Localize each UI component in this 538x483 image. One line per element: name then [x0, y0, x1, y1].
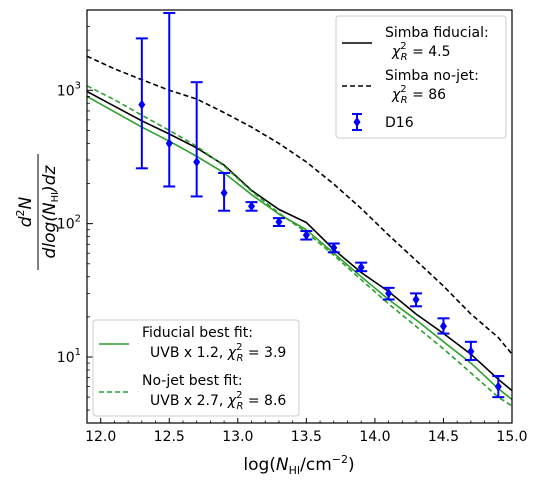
- y-tick-label: 103: [57, 80, 81, 99]
- d16-point: [410, 292, 423, 308]
- d16-point: [218, 171, 231, 212]
- x-tick-label: 15.0: [496, 429, 527, 445]
- d16-point: [245, 201, 258, 212]
- d16-point: [355, 261, 368, 273]
- x-tick-label: 13.0: [222, 429, 253, 445]
- plot-area: [87, 11, 512, 407]
- d16-marker: [439, 321, 447, 332]
- legend-fiducial-label: Simba fiducial:: [385, 25, 489, 41]
- legend-bottom: Fiducial best fit:UVB x 1.2, χ2 R = 3.9 No…: [92, 319, 300, 417]
- x-tick-label: 14.5: [428, 429, 459, 445]
- legend-bottom-box: [92, 319, 300, 417]
- d16-point: [163, 11, 176, 188]
- d16-marker: [494, 381, 502, 392]
- x-axis-title: log(NHI/cm−2): [243, 453, 354, 477]
- legend-top-box: [335, 15, 507, 139]
- plot-frame: [86, 9, 513, 424]
- d16-point: [382, 286, 395, 301]
- legend-nojet-label: Simba no-jet:: [385, 68, 479, 84]
- d16-marker: [275, 216, 283, 227]
- d16-marker: [357, 262, 365, 273]
- d16-marker: [412, 294, 420, 305]
- svg-text:dlog(NHI)dz: dlog(NHI)dz: [40, 164, 61, 258]
- y-axis-title: d2N dlog(NHI)dz: [14, 154, 61, 270]
- series-line-simba-no-jet: [87, 55, 512, 355]
- d16-marker: [302, 230, 310, 241]
- legend-fiducial-bestfit-params: UVB x 1.2, χ2 R = 3.9: [150, 342, 286, 364]
- legend-d16-label: D16: [385, 115, 414, 131]
- d16-point: [190, 81, 203, 198]
- d16-marker: [138, 99, 146, 110]
- series-line-simba-fiducial: [87, 90, 512, 392]
- legend-fiducial-chi: χ2 R = 4.5: [391, 41, 451, 63]
- d16-marker: [248, 201, 256, 212]
- y-tick-label: 101: [57, 347, 81, 366]
- d16-point: [135, 37, 148, 170]
- d16-marker: [220, 187, 228, 198]
- legend-top: Simba fiducial:χ2 R = 4.5 Simba no-jet:χ2 R…: [335, 15, 507, 139]
- series-line-fiducial-best-fit-uvb-x-1-2: [87, 95, 512, 401]
- d16-marker: [193, 156, 201, 167]
- d16-marker: [385, 288, 393, 299]
- d16-point: [300, 230, 313, 241]
- x-tick-label: 14.0: [359, 429, 390, 445]
- d16-marker: [330, 242, 338, 253]
- legend-d16-swatch: [352, 113, 362, 131]
- x-tick-label: 12.5: [154, 429, 185, 445]
- svg-text:d2N: d2N: [14, 196, 36, 227]
- d16-point: [492, 375, 505, 399]
- legend-nojet-bestfit-params: UVB x 2.7, χ2 R = 8.6: [150, 390, 286, 412]
- legend-nojet-chi: χ2 R = 86: [391, 84, 446, 106]
- y-tick-label: 102: [57, 214, 81, 233]
- d16-point: [437, 317, 450, 335]
- d16-point: [272, 216, 285, 228]
- legend-fiducial-bestfit-label: Fiducial best fit:: [142, 325, 253, 341]
- x-tick-label: 12.0: [85, 429, 116, 445]
- legend-nojet-bestfit-label: No-jet best fit:: [142, 373, 243, 389]
- d16-point: [327, 242, 340, 254]
- d16-point: [464, 340, 477, 361]
- x-tick-label: 13.5: [291, 429, 322, 445]
- d16-marker: [165, 138, 173, 149]
- x-axis: 12.0 12.5 13.0 13.5 14.0 14.5 15.0: [85, 418, 528, 445]
- d16-marker: [467, 346, 475, 357]
